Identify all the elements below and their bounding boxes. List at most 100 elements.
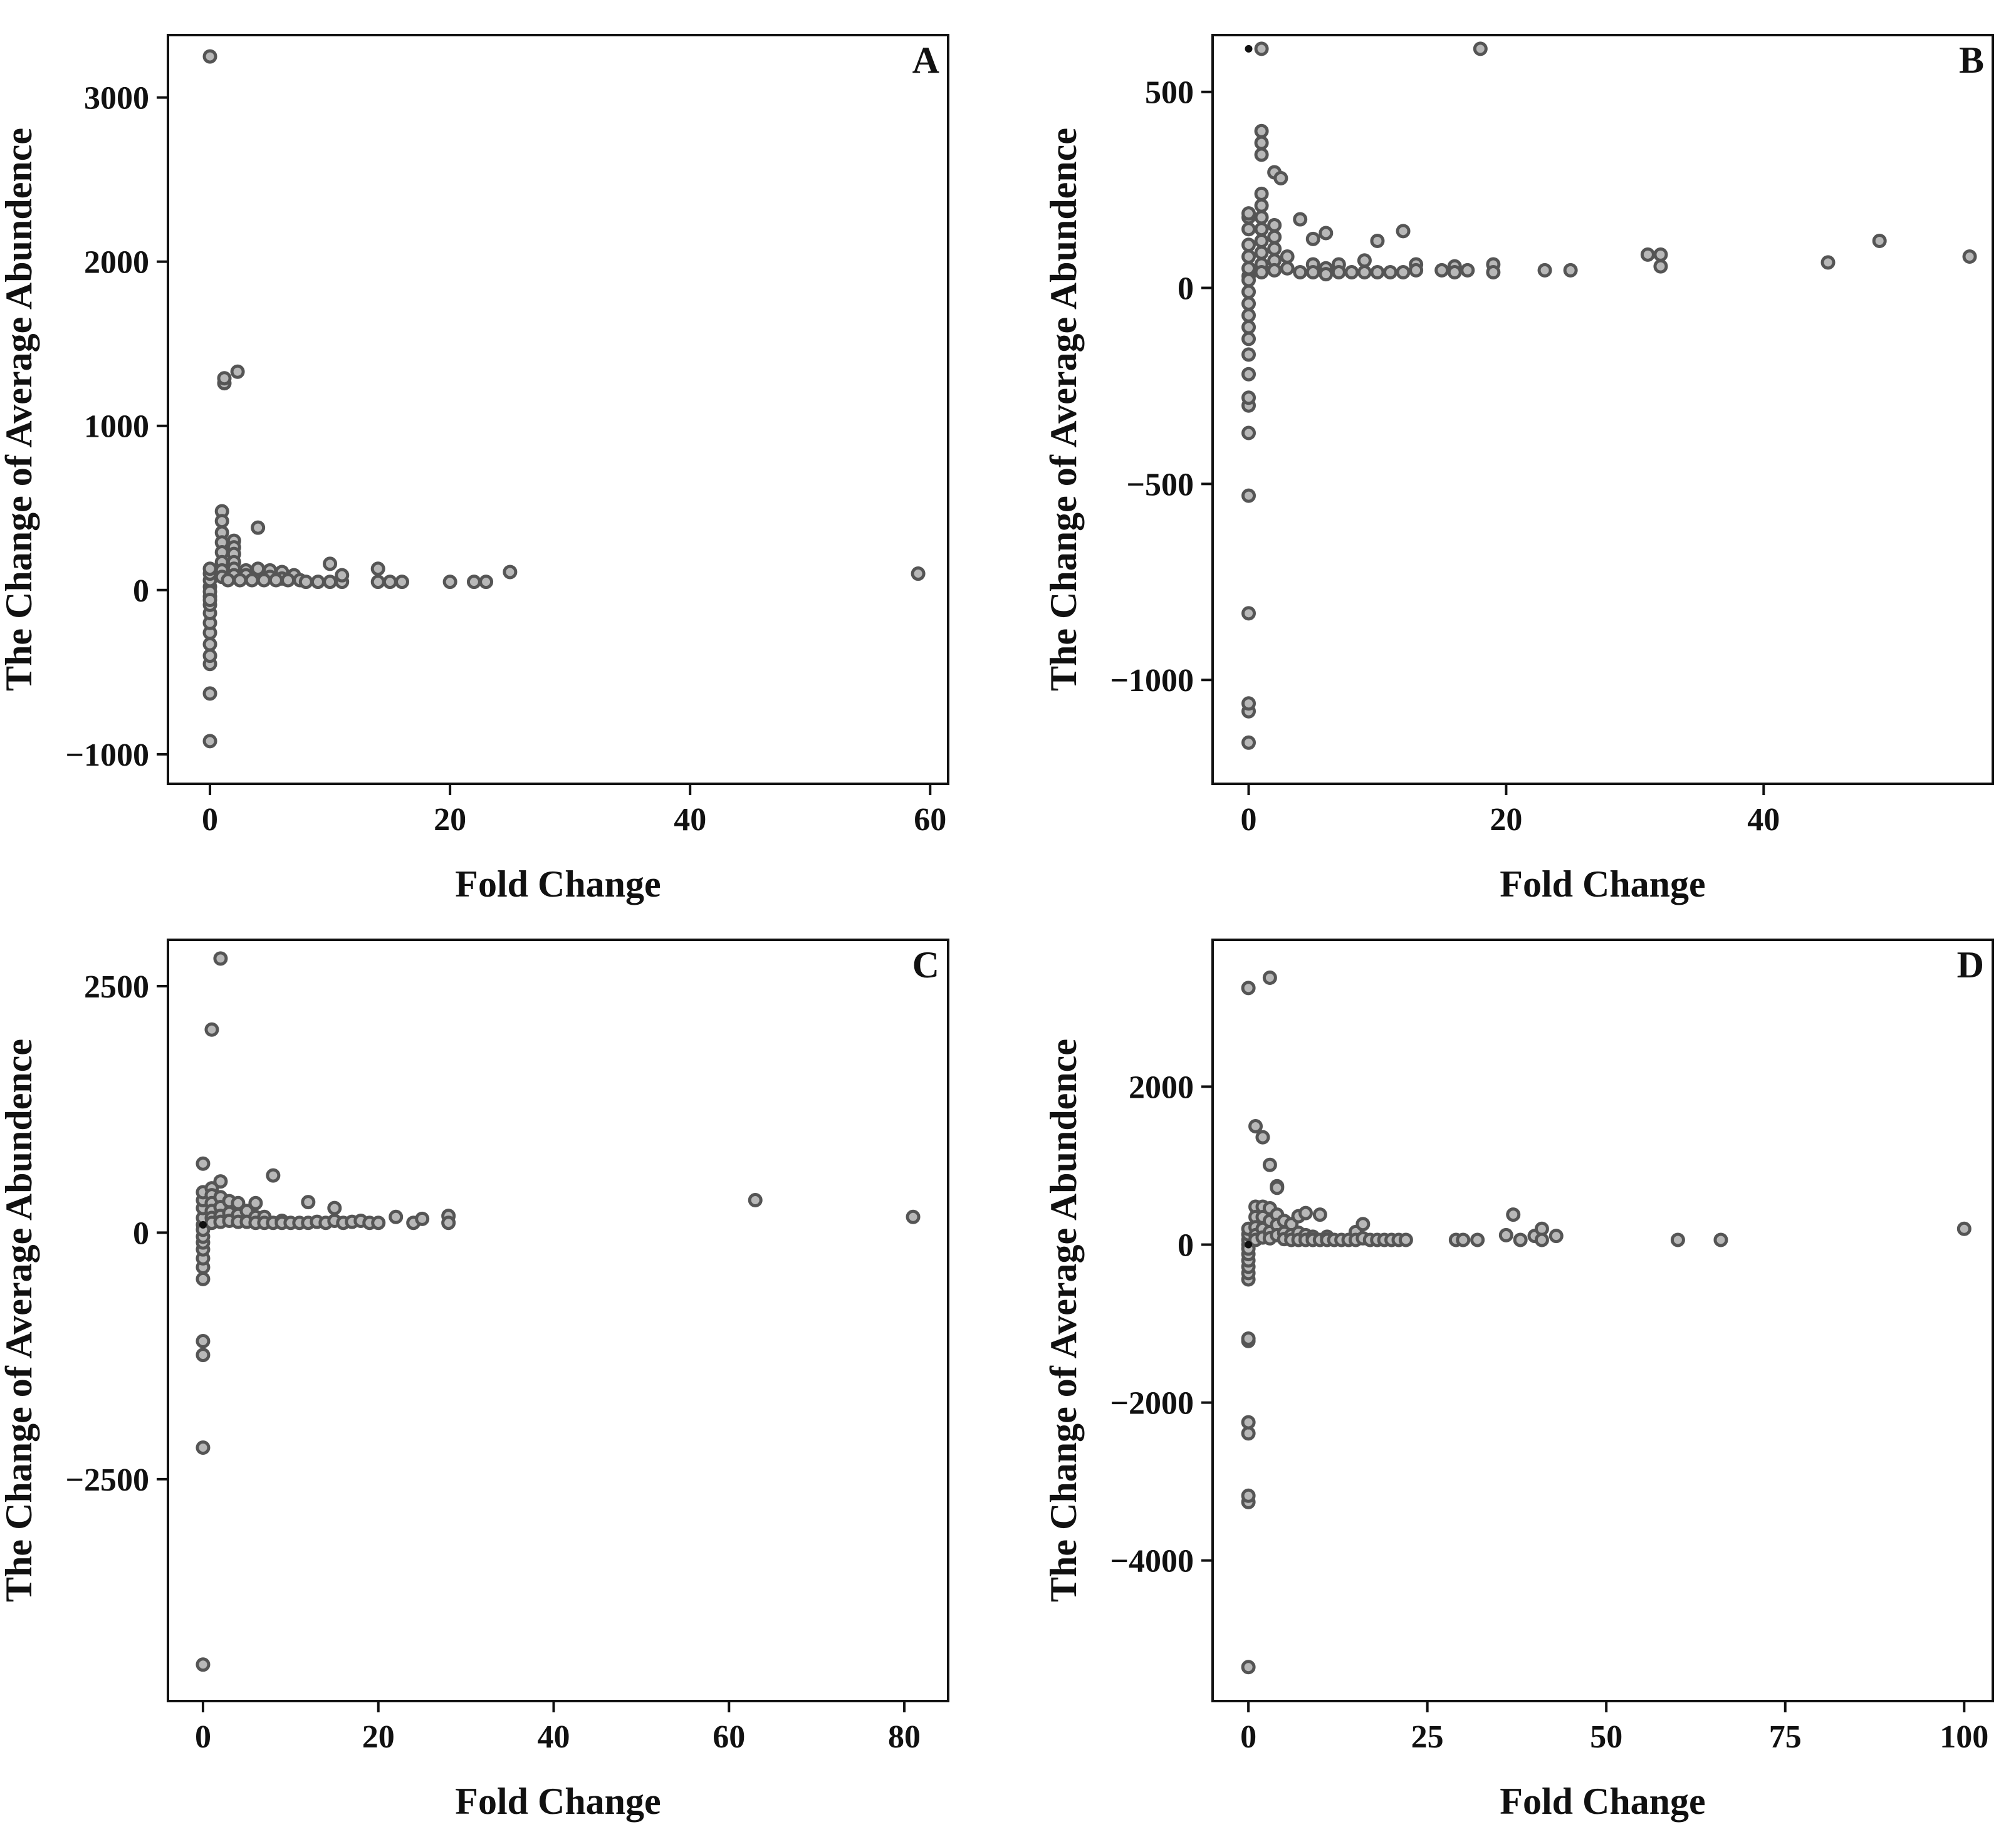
data-point-b [1254, 198, 1269, 213]
data-point-b [1267, 217, 1282, 232]
data-point-a [382, 575, 397, 590]
data-point-c [748, 1192, 763, 1207]
data-point-d [1456, 1232, 1471, 1247]
panel-a: 0 20 40 60 −1000 0 1000 2000 3000 Fold Change The … [0, 34, 949, 905]
panel-label-a: A [912, 39, 939, 81]
data-point-b [1273, 170, 1288, 185]
plot-frame-c [167, 939, 949, 1702]
x-axis-title-a: Fold Change [455, 863, 661, 905]
panel-b: 0 20 40 −1000 −500 0 500 Fold Change The Change … [1043, 34, 1994, 905]
data-point-c [371, 1215, 386, 1231]
data-point-a [251, 561, 266, 576]
data-point-b [1460, 263, 1475, 278]
data-point-b [1267, 229, 1282, 244]
data-point-b [1254, 245, 1269, 260]
y-tick-label-b: 500 [1145, 75, 1194, 111]
data-point-b [1319, 267, 1334, 282]
x-tick-label-b: 0 [1241, 802, 1257, 838]
y-tick-label-c: 2500 [84, 969, 149, 1005]
data-point-b [1254, 265, 1269, 280]
data-point-a [503, 565, 518, 580]
data-point-b [1473, 41, 1488, 56]
data-point-b [1241, 273, 1256, 288]
data-point-c [301, 1195, 316, 1210]
data-point-b [1254, 233, 1269, 248]
data-point-b [1357, 265, 1372, 280]
data-point-c [266, 1168, 281, 1183]
data-point-b [1357, 253, 1372, 268]
data-point-b [1241, 296, 1256, 311]
data-point-a [479, 575, 494, 590]
data-point-a [442, 575, 457, 590]
data-point-b [1396, 224, 1411, 239]
data-point-b [1305, 231, 1320, 246]
data-point-a [298, 575, 313, 590]
data-point-c [327, 1200, 342, 1215]
data-point-a [202, 592, 217, 607]
data-point-b [1241, 390, 1256, 405]
y-tick-label-a: 2000 [84, 245, 149, 281]
data-point-d [1506, 1207, 1521, 1222]
data-point-d [1470, 1232, 1485, 1247]
y-axis-title-b: The Change of Average Abundence [1043, 128, 1084, 691]
x-tick-label-b: 20 [1490, 802, 1522, 838]
x-tick-label-b: 40 [1747, 802, 1780, 838]
data-point-a [221, 573, 236, 588]
data-point-b [1280, 249, 1295, 264]
data-point-d [1262, 970, 1277, 985]
data-point-c [248, 1195, 263, 1210]
data-point-d [1956, 1221, 1972, 1236]
data-point-b [1254, 123, 1269, 138]
data-point-b [1241, 261, 1256, 276]
data-point-b [1409, 263, 1424, 278]
x-tick-label-a: 0 [202, 802, 218, 838]
data-point-b [1241, 308, 1256, 323]
data-point-b [1640, 247, 1655, 262]
panel-d: 0 25 50 75 100 −4000 −2000 0 2000 Fold Change The … [1043, 939, 1994, 1822]
x-tick-label-c: 0 [195, 1719, 211, 1755]
data-point-b [1241, 222, 1256, 237]
data-point-d [1270, 1180, 1285, 1195]
data-point-a [217, 371, 232, 386]
y-tick-label-a: 0 [133, 573, 149, 609]
data-point-d [1398, 1232, 1413, 1247]
data-point-c [213, 951, 228, 966]
data-point-b [1254, 135, 1269, 150]
data-point-a [202, 561, 217, 576]
data-point-b [1241, 735, 1256, 750]
data-point-b [1241, 237, 1256, 252]
y-axis-title-c: The Change of Average Abundence [0, 1039, 39, 1602]
data-point-b [1254, 41, 1269, 56]
data-point-b [1241, 331, 1256, 346]
x-tick-label-a: 40 [674, 802, 706, 838]
x-tick-label-d: 50 [1590, 1719, 1622, 1755]
data-point-a [466, 575, 481, 590]
data-point-d [1355, 1217, 1371, 1232]
y-tick-label-b: −1000 [1110, 663, 1194, 699]
data-point-b [1370, 265, 1385, 280]
data-point-b [1267, 263, 1282, 278]
data-point-a [911, 566, 926, 581]
data-point-b [1293, 265, 1308, 280]
data-point-b [1653, 259, 1668, 274]
x-axis-title-c: Fold Change [455, 1781, 661, 1822]
data-point-c [441, 1215, 456, 1231]
data-point-b [1241, 367, 1256, 382]
data-point-d [1241, 1331, 1256, 1346]
data-point-d [1498, 1227, 1513, 1242]
y-axis-title-d: The Change of Average Abundence [1043, 1039, 1084, 1602]
y-tick-label-a: −1000 [65, 737, 149, 773]
data-point-c [196, 1334, 211, 1349]
data-point-d [1549, 1229, 1564, 1244]
data-point-b [1254, 147, 1269, 162]
data-point-b [1293, 212, 1308, 227]
data-point-b [1344, 265, 1359, 280]
data-point-c [389, 1209, 404, 1224]
data-point-d [1241, 1488, 1256, 1503]
data-point-c [196, 1156, 211, 1171]
x-tick-label-c: 20 [362, 1719, 395, 1755]
data-point-b [1254, 210, 1269, 225]
data-point-d [1670, 1232, 1685, 1247]
y-axis-title-a: The Change of Average Abundence [0, 128, 39, 691]
data-point-c [196, 1271, 211, 1286]
